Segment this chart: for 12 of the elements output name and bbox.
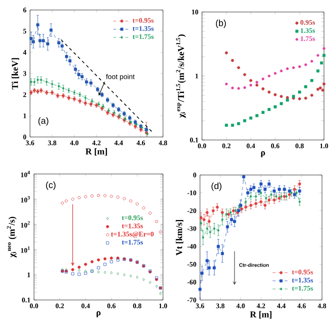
x-axis-title: R [m] <box>250 311 272 319</box>
y-axis-title: χ$_{i}$$^{neo}$ (m$^{2}$/s) <box>6 216 17 258</box>
y-axis-title: Vt [km/s] <box>176 220 184 256</box>
annotation: (c) <box>46 181 56 190</box>
text: χ$_{i}$$^{exp}$/Ti$^{1.5}$(m$^{2}$/s/keV$^{1.5}$) <box>176 34 186 118</box>
x-axis-title: R [m] <box>86 148 107 156</box>
x-axis-title: ρ <box>261 151 266 158</box>
annotation: (a) <box>38 117 48 126</box>
y-axis-title: Ti [keV] <box>12 58 20 90</box>
x-axis-title: ρ <box>96 311 101 318</box>
annotation: (b) <box>216 20 226 28</box>
annotation: (d) <box>212 182 222 191</box>
